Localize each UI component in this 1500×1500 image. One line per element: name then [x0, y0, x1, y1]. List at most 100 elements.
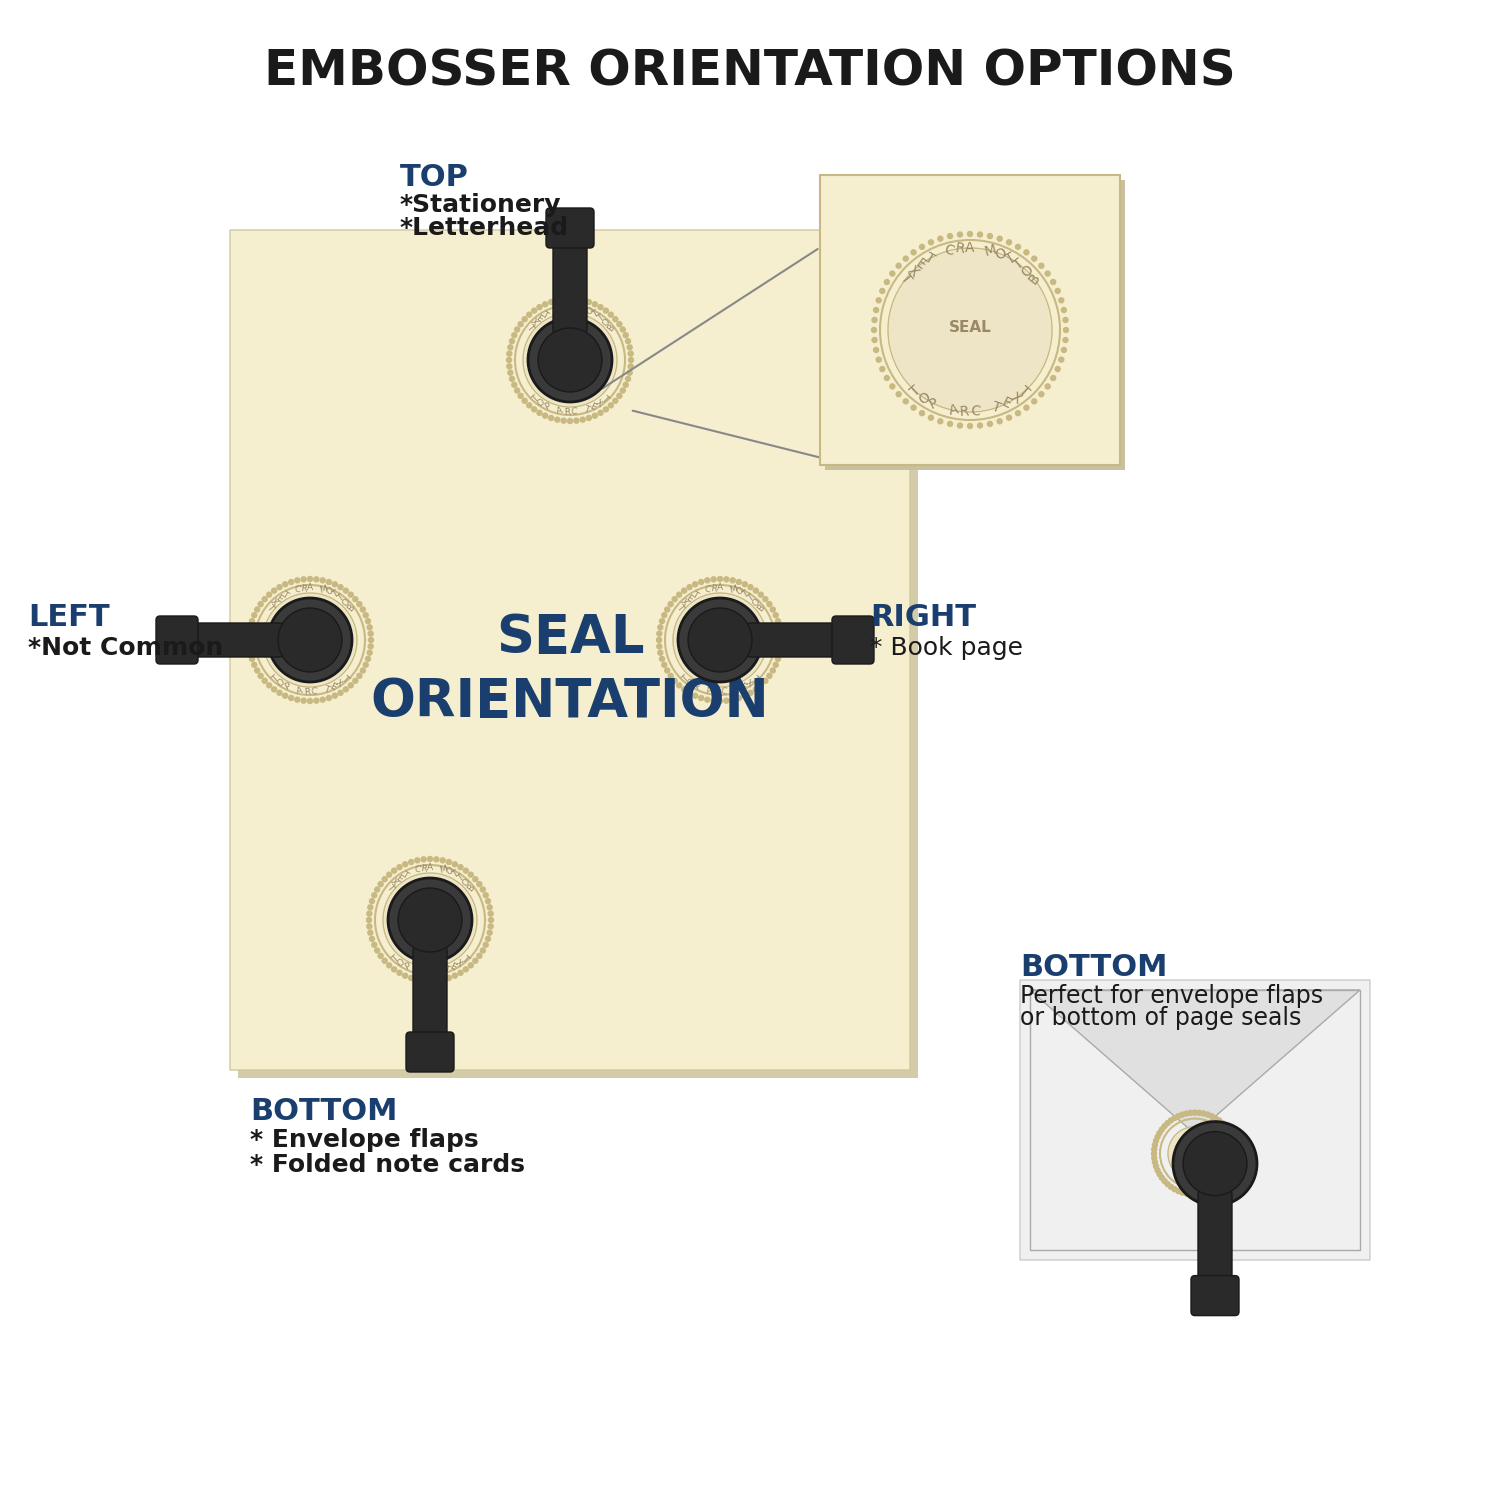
Text: SEAL: SEAL: [1173, 1144, 1216, 1160]
Text: O: O: [600, 316, 612, 328]
Circle shape: [369, 936, 375, 942]
Text: A: A: [416, 966, 423, 976]
Circle shape: [1184, 1131, 1246, 1196]
Circle shape: [711, 698, 716, 703]
Circle shape: [1166, 1182, 1170, 1186]
Text: O: O: [536, 398, 546, 410]
Text: B: B: [345, 603, 355, 613]
Circle shape: [472, 876, 478, 882]
Circle shape: [687, 690, 692, 696]
Text: O: O: [460, 878, 472, 888]
Circle shape: [458, 970, 464, 975]
Circle shape: [920, 411, 924, 416]
Text: R: R: [954, 242, 964, 256]
Text: TOP: TOP: [400, 164, 470, 192]
Circle shape: [748, 585, 753, 590]
Circle shape: [1016, 244, 1020, 249]
Text: SEAL
ORIENTATION: SEAL ORIENTATION: [370, 612, 770, 728]
Circle shape: [375, 886, 380, 892]
Circle shape: [1156, 1131, 1162, 1136]
Circle shape: [488, 930, 492, 934]
Circle shape: [1202, 1112, 1206, 1116]
Circle shape: [771, 668, 776, 674]
Circle shape: [1054, 288, 1060, 294]
Circle shape: [724, 578, 729, 582]
Circle shape: [1062, 348, 1066, 352]
Circle shape: [464, 868, 468, 873]
Circle shape: [598, 411, 603, 416]
Circle shape: [366, 618, 370, 624]
Text: T: T: [674, 603, 684, 612]
Circle shape: [699, 696, 703, 700]
Text: B: B: [606, 322, 616, 333]
Circle shape: [255, 668, 260, 674]
Text: R: R: [712, 687, 720, 696]
Text: A: A: [567, 303, 573, 312]
Circle shape: [1007, 416, 1011, 420]
Circle shape: [514, 327, 519, 332]
Circle shape: [1050, 279, 1056, 285]
Circle shape: [512, 333, 518, 338]
FancyBboxPatch shape: [546, 209, 594, 248]
Circle shape: [678, 598, 762, 682]
Circle shape: [522, 316, 526, 321]
Circle shape: [453, 862, 458, 867]
Circle shape: [693, 693, 698, 698]
Circle shape: [398, 888, 462, 952]
Circle shape: [363, 663, 368, 668]
Circle shape: [1197, 1192, 1202, 1197]
Circle shape: [366, 657, 370, 662]
Text: C: C: [970, 405, 981, 418]
Circle shape: [472, 958, 478, 963]
Text: T: T: [1011, 256, 1028, 273]
Polygon shape: [1030, 990, 1360, 1134]
Text: R: R: [960, 405, 970, 418]
Text: T: T: [747, 592, 756, 603]
Circle shape: [368, 930, 374, 934]
Circle shape: [987, 422, 993, 426]
Text: X: X: [1008, 390, 1023, 406]
FancyBboxPatch shape: [1191, 1275, 1239, 1316]
Text: T: T: [600, 394, 609, 404]
Circle shape: [1155, 1168, 1160, 1173]
Text: A: A: [296, 686, 303, 696]
Circle shape: [1064, 318, 1068, 322]
Circle shape: [249, 657, 255, 662]
Circle shape: [1192, 1192, 1197, 1197]
Circle shape: [628, 364, 633, 369]
Circle shape: [736, 579, 741, 585]
Circle shape: [628, 357, 633, 363]
Circle shape: [676, 592, 681, 597]
Text: T: T: [452, 870, 460, 880]
Text: X: X: [528, 318, 538, 328]
Circle shape: [387, 963, 392, 968]
Text: X: X: [594, 398, 604, 408]
Text: A: A: [427, 864, 433, 873]
Circle shape: [378, 954, 382, 958]
Circle shape: [567, 419, 573, 423]
Circle shape: [507, 351, 512, 355]
Circle shape: [369, 638, 374, 642]
Circle shape: [626, 376, 630, 381]
Circle shape: [382, 876, 387, 882]
Circle shape: [464, 968, 468, 972]
Text: T: T: [524, 322, 534, 333]
Circle shape: [282, 582, 288, 586]
Circle shape: [890, 384, 896, 388]
Circle shape: [248, 626, 254, 630]
Circle shape: [622, 333, 628, 338]
Circle shape: [1228, 1131, 1233, 1136]
Text: T: T: [336, 592, 346, 603]
FancyBboxPatch shape: [188, 622, 284, 657]
Circle shape: [660, 657, 664, 662]
Circle shape: [1220, 1182, 1226, 1186]
FancyBboxPatch shape: [821, 176, 1120, 465]
Circle shape: [998, 236, 1002, 242]
Text: R: R: [560, 303, 567, 313]
Text: C: C: [570, 406, 578, 417]
Circle shape: [368, 650, 372, 656]
Circle shape: [488, 910, 494, 916]
Circle shape: [978, 232, 982, 237]
Text: *Letterhead: *Letterhead: [400, 216, 568, 240]
Circle shape: [668, 674, 674, 678]
